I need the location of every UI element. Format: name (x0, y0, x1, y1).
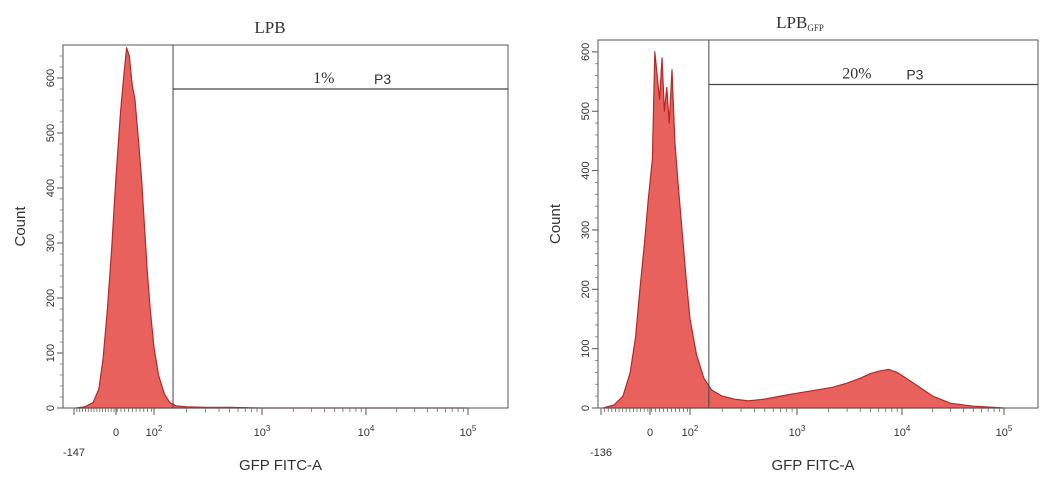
y-tick-label: 0 (45, 405, 57, 411)
x-tick-base: 10 (789, 427, 801, 439)
chart-title-main: LPB (776, 13, 807, 32)
y-tick-label: 300 (580, 221, 592, 239)
y-tick-label: 200 (580, 280, 592, 298)
histogram-area (75, 47, 469, 409)
x-tick-label: 105 (996, 424, 1013, 439)
x-tick-base: 10 (894, 427, 906, 439)
plot-frame (62, 44, 509, 409)
plot-frame (597, 39, 1039, 409)
x-tick-label: 105 (460, 424, 477, 439)
x-tick-label: 0 (647, 427, 653, 439)
y-tick-label: 400 (580, 161, 592, 179)
gate-name: P3 (906, 67, 923, 83)
y-tick-label: 500 (580, 102, 592, 120)
x-tick-base: 10 (146, 427, 158, 439)
x-tick-base: -136 (590, 447, 612, 459)
y-tick-label: 100 (45, 344, 57, 362)
x-tick-label: -147 (63, 447, 85, 459)
chart-title-subscript: GFP (807, 23, 824, 33)
y-tick-label: 100 (580, 339, 592, 357)
x-tick-label: 0 (113, 427, 119, 439)
gate-percent: 1% (313, 70, 334, 87)
x-tick-label: 103 (789, 424, 806, 439)
y-axis-label: Count (12, 206, 29, 247)
y-tick-label: 0 (580, 405, 592, 411)
x-tick-label: -136 (590, 447, 612, 459)
x-tick-base: 10 (996, 427, 1008, 439)
x-tick-exponent: 4 (370, 424, 375, 433)
x-tick-exponent: 2 (694, 424, 699, 433)
x-axis-label: GFP FITC-A (239, 457, 322, 474)
y-tick-label: 600 (580, 43, 592, 61)
chart-title: LPB (254, 18, 285, 37)
gate-percent: 20% (842, 66, 871, 83)
chart-title-main: LPB (254, 18, 285, 37)
histogram-area (602, 51, 1005, 409)
x-tick-base: 0 (113, 427, 119, 439)
y-tick-label: 500 (45, 124, 57, 142)
y-tick-label: 600 (45, 69, 57, 87)
x-tick-base: -147 (63, 447, 85, 459)
x-tick-exponent: 3 (266, 424, 271, 433)
x-tick-label: 104 (358, 424, 375, 439)
x-tick-exponent: 3 (801, 424, 806, 433)
gate-name: P3 (374, 71, 391, 87)
x-tick-label: 103 (254, 424, 271, 439)
x-tick-base: 10 (254, 427, 266, 439)
x-tick-base: 0 (647, 427, 653, 439)
x-tick-label: 104 (894, 424, 911, 439)
x-tick-exponent: 5 (472, 424, 477, 433)
x-tick-exponent: 5 (1008, 424, 1013, 433)
x-tick-base: 10 (460, 427, 472, 439)
x-tick-label: 102 (682, 424, 699, 439)
y-tick-label: 300 (45, 234, 57, 252)
x-tick-label: 102 (146, 424, 163, 439)
x-tick-exponent: 2 (158, 424, 163, 433)
chart-title: LPBGFP (776, 13, 824, 33)
x-tick-exponent: 4 (906, 424, 911, 433)
y-tick-label: 200 (45, 289, 57, 307)
y-axis-label: Count (547, 203, 564, 244)
x-tick-base: 10 (682, 427, 694, 439)
x-axis-label: GFP FITC-A (771, 457, 854, 474)
x-tick-base: 10 (358, 427, 370, 439)
y-tick-label: 400 (45, 179, 57, 197)
